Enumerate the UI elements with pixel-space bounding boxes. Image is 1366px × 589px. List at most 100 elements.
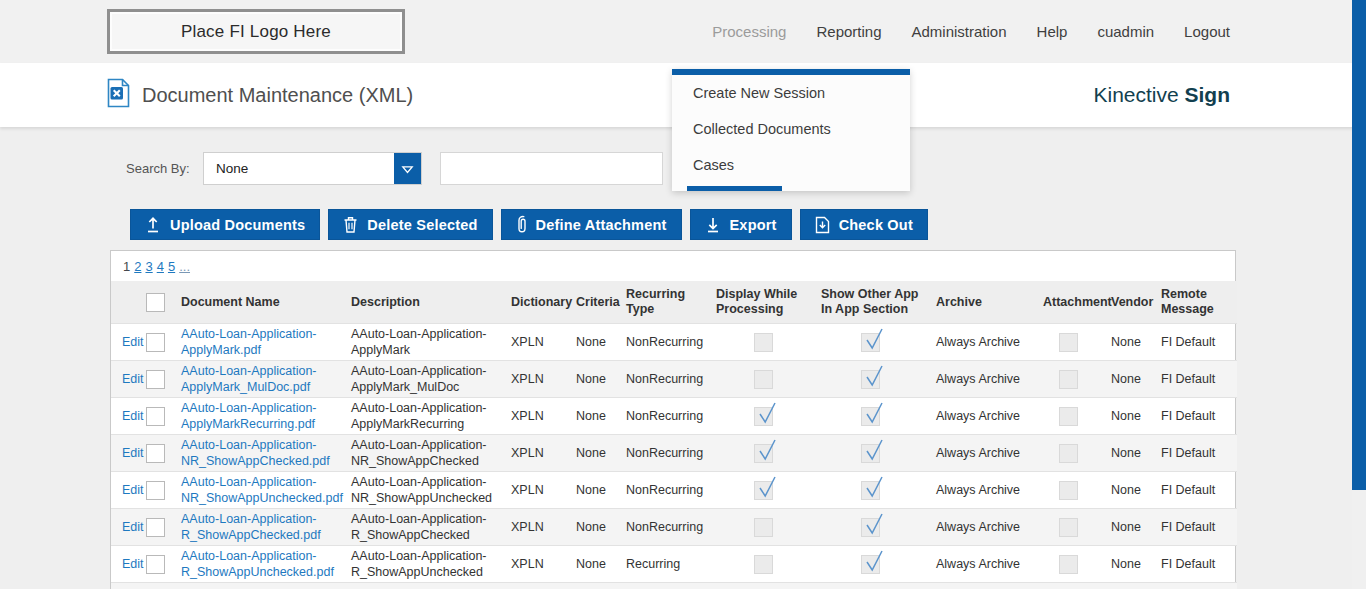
edit-link[interactable]: Edit	[122, 335, 144, 349]
nav-item-reporting[interactable]: Reporting	[816, 23, 881, 40]
select-dropdown-button[interactable]	[394, 153, 421, 184]
document-name-link[interactable]: AAuto-Loan-Application-NR_ShowAppChecked…	[181, 438, 330, 468]
edit-link[interactable]: Edit	[122, 483, 144, 497]
document-name-link[interactable]: AAuto-Loan-Application-NR_ShowAppUncheck…	[181, 475, 343, 505]
dictionary-cell	[511, 583, 576, 589]
table-row: EditAAuto-Loan-Application-RSAAuto-Loan-…	[111, 583, 1237, 589]
attachment-checkbox	[1059, 370, 1078, 389]
check-out-button[interactable]: Check Out	[800, 209, 928, 240]
display-while-processing-checkbox	[754, 370, 773, 389]
archive-cell	[936, 583, 1043, 589]
archive-cell: Always Archive	[936, 435, 1043, 472]
criteria-cell: None	[576, 398, 626, 435]
define-attachment-button[interactable]: Define Attachment	[501, 209, 682, 240]
delete-selected-button[interactable]: Delete Selected	[328, 209, 492, 240]
dictionary-cell: XPLN	[511, 435, 576, 472]
search-by-select[interactable]: None	[203, 152, 422, 185]
vertical-scrollbar[interactable]	[1352, 0, 1366, 589]
column-header-description: Description	[351, 281, 511, 324]
check-out-icon	[815, 216, 830, 234]
row-select-checkbox[interactable]	[146, 407, 165, 426]
display-while-processing-checkbox	[754, 333, 773, 352]
row-select-checkbox[interactable]	[146, 518, 165, 537]
edit-link[interactable]: Edit	[122, 520, 144, 534]
recurring-type-cell	[626, 583, 716, 589]
recurring-type-cell: NonRecurring	[626, 361, 716, 398]
nav-item-processing[interactable]: Processing	[712, 23, 786, 40]
row-select-checkbox[interactable]	[146, 555, 165, 574]
edit-link[interactable]: Edit	[122, 557, 144, 571]
criteria-cell: None	[576, 324, 626, 361]
nav-item-logout[interactable]: Logout	[1184, 23, 1230, 40]
row-select-checkbox[interactable]	[146, 481, 165, 500]
pagination-more-link[interactable]: ...	[179, 259, 190, 274]
column-header-attachment: Attachment	[1043, 281, 1111, 324]
vendor-cell	[1111, 583, 1161, 589]
nav-item-help[interactable]: Help	[1037, 23, 1068, 40]
document-name-link[interactable]: AAuto-Loan-Application-ApplyMarkRecurrin…	[181, 401, 317, 431]
column-header-criteria: Criteria	[576, 281, 626, 324]
description-cell: AAuto-Loan-Application-NR_ShowAppUncheck…	[351, 472, 511, 509]
pagination-page-link[interactable]: 5	[168, 259, 175, 274]
criteria-cell	[576, 583, 626, 589]
document-name-link[interactable]: AAuto-Loan-Application-R_ShowAppChecked.…	[181, 512, 321, 542]
vendor-cell: None	[1111, 324, 1161, 361]
button-label: Export	[730, 217, 777, 233]
document-name-link[interactable]: AAuto-Loan-Application-R_ShowAppUnchecke…	[181, 549, 334, 579]
upload-documents-button[interactable]: Upload Documents	[130, 209, 320, 240]
document-name-link[interactable]: AAuto-Loan-Application-ApplyMark.pdf	[181, 327, 317, 357]
row-select-checkbox[interactable]	[146, 333, 165, 352]
row-select-checkbox[interactable]	[146, 444, 165, 463]
paperclip-icon	[516, 215, 527, 234]
export-icon	[705, 216, 721, 233]
table-row: Edit AAuto-Loan-Application-ApplyMark_Mul…	[111, 361, 1237, 398]
vendor-cell: None	[1111, 361, 1161, 398]
menu-item-cases[interactable]: Cases	[672, 147, 910, 183]
table-row: Edit AAuto-Loan-Application-R_ShowAppChec…	[111, 509, 1237, 546]
archive-cell: Always Archive	[936, 546, 1043, 583]
description-cell: AAuto-Loan-Application-ApplyMarkRecurrin…	[351, 398, 511, 435]
nav-item-administration[interactable]: Administration	[912, 23, 1007, 40]
nav-item-user-cuadmin[interactable]: cuadmin	[1097, 23, 1154, 40]
attachment-checkbox	[1059, 444, 1078, 463]
page-title-text: Document Maintenance (XML)	[142, 84, 413, 107]
description-cell: AAuto-Loan-Application-R_ShowAppUnchecke…	[351, 546, 511, 583]
toolbar: Upload Documents Delete Selected Define …	[130, 209, 928, 240]
show-other-app-checkbox	[861, 407, 880, 426]
pagination-page-link[interactable]: 4	[157, 259, 164, 274]
documents-table: Document Name Description Dictionary Cri…	[111, 281, 1237, 589]
description-cell: AAuto-Loan-Application-RS	[351, 583, 511, 589]
export-button[interactable]: Export	[690, 209, 792, 240]
vendor-cell: None	[1111, 546, 1161, 583]
search-input[interactable]	[440, 152, 663, 185]
vendor-cell: None	[1111, 435, 1161, 472]
select-all-checkbox[interactable]	[146, 293, 165, 312]
button-label: Delete Selected	[367, 217, 477, 233]
remote-message-cell: FI Default	[1161, 398, 1237, 435]
description-cell: AAuto-Loan-Application-ApplyMark	[351, 324, 511, 361]
remote-message-cell: FI Default	[1161, 472, 1237, 509]
criteria-cell: None	[576, 361, 626, 398]
row-select-checkbox[interactable]	[146, 370, 165, 389]
description-cell: AAuto-Loan-Application-R_ShowAppChecked	[351, 509, 511, 546]
recurring-type-cell: NonRecurring	[626, 509, 716, 546]
main-nav: Processing Reporting Administration Help…	[712, 0, 1230, 63]
archive-cell: Always Archive	[936, 398, 1043, 435]
recurring-type-cell: NonRecurring	[626, 435, 716, 472]
table-body: Edit AAuto-Loan-Application-ApplyMark.pdf…	[111, 324, 1237, 589]
scrollbar-thumb[interactable]	[1352, 0, 1366, 490]
document-name-link[interactable]: AAuto-Loan-Application-ApplyMark_MulDoc.…	[181, 364, 317, 394]
menu-item-create-new-session[interactable]: Create New Session	[672, 75, 910, 111]
pagination-page-link[interactable]: 3	[145, 259, 152, 274]
dictionary-cell: XPLN	[511, 324, 576, 361]
vendor-cell: None	[1111, 398, 1161, 435]
edit-link[interactable]: Edit	[122, 372, 144, 386]
edit-link[interactable]: Edit	[122, 409, 144, 423]
documents-table-container: 12345... Document Name Description Dicti…	[110, 250, 1236, 589]
column-header-archive: Archive	[936, 281, 1043, 324]
pagination-page-link[interactable]: 2	[134, 259, 141, 274]
menu-item-collected-documents[interactable]: Collected Documents	[672, 111, 910, 147]
edit-link[interactable]: Edit	[122, 446, 144, 460]
show-other-app-checkbox	[861, 518, 880, 537]
recurring-type-cell: NonRecurring	[626, 398, 716, 435]
